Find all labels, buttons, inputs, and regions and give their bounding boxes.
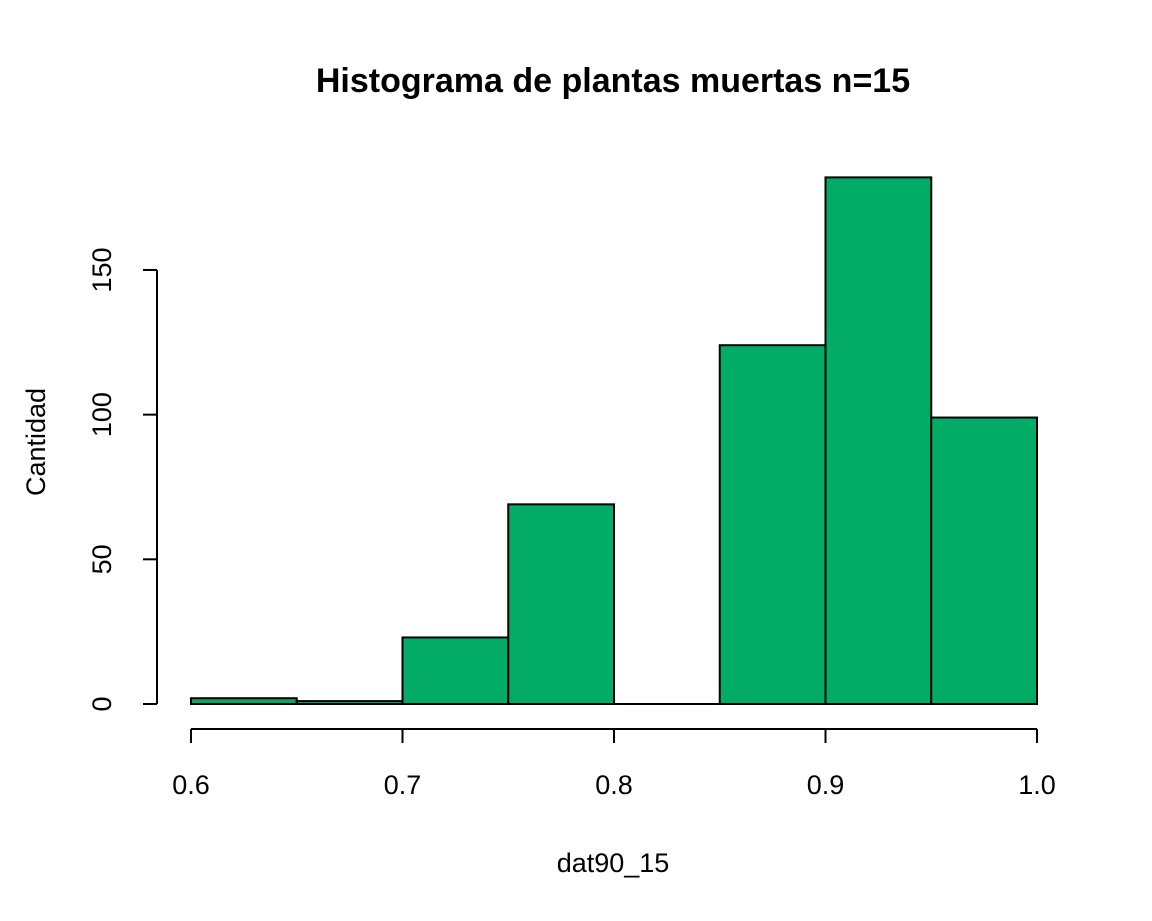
x-axis: 0.6 0.7 0.8 0.9 1.0 bbox=[172, 728, 1056, 800]
bars-group bbox=[190, 176, 1038, 706]
y-tick-label: 150 bbox=[87, 247, 117, 292]
chart-title: Histograma de plantas muertas n=15 bbox=[316, 62, 910, 100]
x-axis-title: dat90_15 bbox=[557, 848, 670, 878]
y-tick-label: 100 bbox=[87, 392, 117, 437]
histogram-bar bbox=[401, 636, 510, 706]
y-axis-title: Cantidad bbox=[21, 388, 51, 496]
histogram-bar bbox=[930, 416, 1038, 705]
x-tick-label: 0.7 bbox=[384, 770, 422, 800]
histogram-bar bbox=[295, 700, 404, 706]
y-tick-label: 50 bbox=[87, 544, 117, 574]
x-tick-label: 0.9 bbox=[807, 770, 845, 800]
y-tick-label: 0 bbox=[87, 696, 117, 711]
y-axis: 0 50 100 150 bbox=[87, 247, 158, 712]
x-tick-label: 1.0 bbox=[1018, 770, 1056, 800]
histogram-bar bbox=[824, 176, 933, 705]
x-tick-label: 0.8 bbox=[595, 770, 633, 800]
x-tick-label: 0.6 bbox=[172, 770, 210, 800]
histogram-bar bbox=[718, 344, 827, 705]
histogram-bar bbox=[507, 503, 615, 706]
histogram-bar bbox=[190, 697, 298, 706]
